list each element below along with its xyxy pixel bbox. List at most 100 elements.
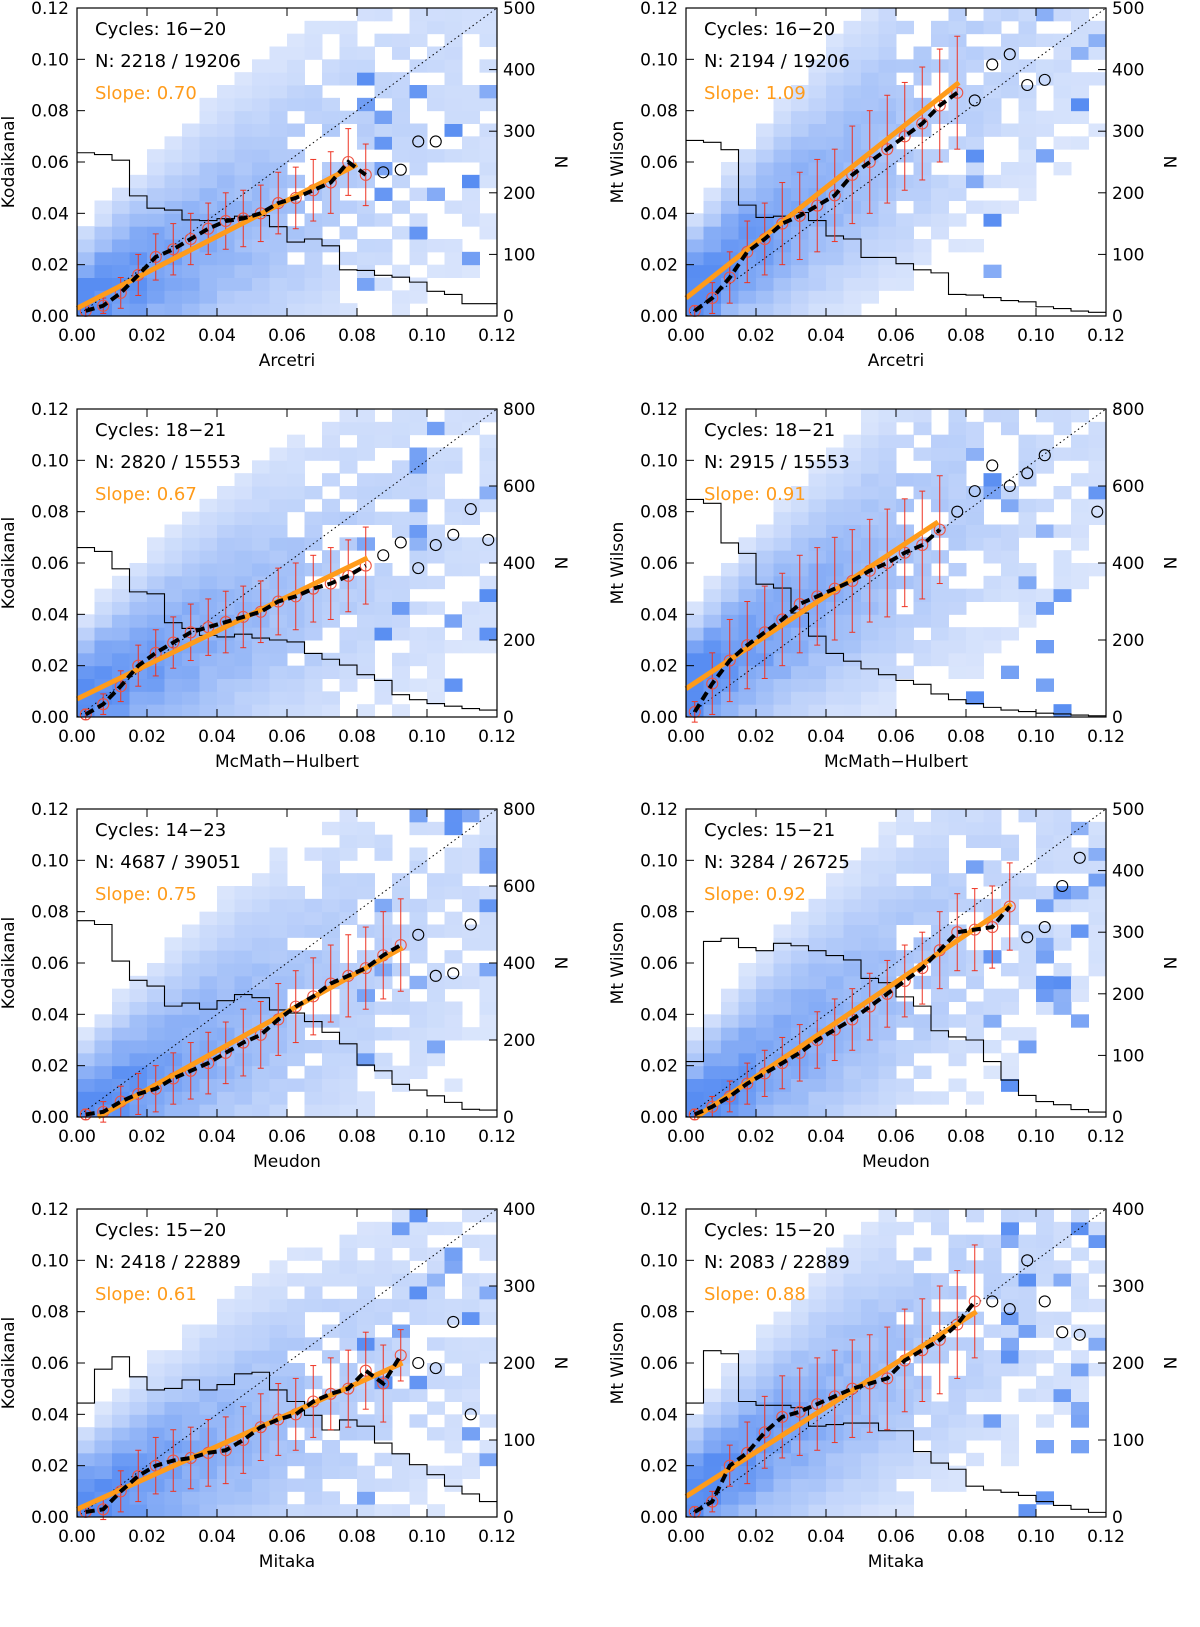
heatmap-cell (304, 1478, 323, 1492)
heatmap-cell (444, 678, 463, 692)
heatmap-cell (1088, 123, 1106, 137)
heatmap-cell (966, 834, 984, 848)
heatmap-cell (427, 691, 445, 705)
binned-mean-marker (97, 1503, 110, 1516)
heatmap-cell (1053, 988, 1072, 1002)
heatmap-cell (966, 85, 984, 99)
heatmap-cell (878, 821, 897, 836)
heatmap-cell (931, 640, 949, 654)
heatmap-cell (199, 1324, 218, 1338)
heatmap-cell (738, 588, 757, 602)
heatmap-cell (217, 290, 235, 304)
heatmap-cell (217, 123, 235, 137)
heatmap-cell (1071, 136, 1089, 150)
heatmap-cell (164, 988, 183, 1002)
y-tick-label: 0.04 (640, 1405, 678, 1425)
heatmap-cell (843, 691, 862, 705)
heatmap-cell (948, 1465, 967, 1479)
heatmap-cell (983, 1234, 1002, 1248)
heatmap-cell (791, 963, 809, 977)
heatmap-cell (269, 97, 288, 112)
heatmap-cell (843, 1465, 862, 1479)
heatmap-cell (199, 149, 218, 163)
heatmap-cell (164, 1001, 183, 1015)
heatmap-cell (756, 550, 774, 564)
heatmap-cell (427, 575, 445, 590)
heatmap-cell (861, 1491, 879, 1505)
heatmap-cell (374, 239, 393, 253)
heatmap-cell (304, 524, 323, 538)
heatmap-cell (199, 1491, 218, 1505)
heatmap-cell (686, 1027, 704, 1041)
heatmap-cell (392, 1388, 410, 1402)
heatmap-cell (1053, 486, 1072, 500)
heatmap-cell (861, 1452, 879, 1467)
heatmap-cell (983, 1388, 1002, 1402)
heatmap-cell (339, 1324, 358, 1338)
heatmap-cell (966, 1363, 984, 1377)
heatmap-cell (462, 149, 480, 163)
one-to-one-line (685, 408, 1107, 718)
heatmap-cell (392, 665, 410, 679)
x-tick-label: 0.08 (947, 727, 985, 747)
heatmap-cell (686, 1465, 704, 1479)
heatmap-cell (129, 174, 148, 189)
heatmap-cell (234, 1491, 253, 1505)
heatmap-cell (147, 588, 165, 602)
y-tick-label: 0.00 (31, 708, 69, 728)
heatmap-cell (357, 1260, 375, 1274)
heatmap-cell (392, 988, 410, 1002)
y2-tick-label: 0 (1112, 1108, 1123, 1128)
heatmap-cell (826, 691, 844, 705)
heatmap-cell (966, 1234, 984, 1248)
x-tick-label: 0.06 (877, 1527, 915, 1547)
heatmap-cell (234, 264, 253, 278)
heatmap-cell (427, 1427, 445, 1441)
heatmap-cell (756, 988, 774, 1002)
heatmap-cell (269, 950, 288, 964)
heatmap-cell (773, 950, 792, 964)
heatmap-cell (217, 1324, 235, 1338)
heatmap-cell (374, 1504, 393, 1517)
x-tick-label: 0.04 (198, 727, 236, 747)
heatmap-cell (147, 187, 165, 201)
heatmap-cell (252, 239, 270, 253)
heatmap-cell (703, 200, 722, 214)
heatmap-cell (948, 460, 967, 474)
heatmap-cell (1071, 46, 1089, 60)
heatmap-cell (462, 409, 480, 423)
heatmap-cell (199, 511, 218, 525)
heatmap-cell (427, 264, 445, 278)
heatmap-cell (427, 988, 445, 1002)
heatmap-cell (357, 277, 375, 291)
heatmap-cell (1018, 1324, 1037, 1338)
heatmap-cell (913, 239, 932, 253)
heatmap-cell (913, 847, 932, 861)
heatmap-cell (983, 537, 1002, 551)
heatmap-cell (1088, 847, 1106, 861)
heatmap-cell (479, 498, 497, 513)
heatmap-cell (721, 1363, 739, 1377)
heatmap-cell (966, 627, 984, 641)
y-tick-label: 0.04 (640, 605, 678, 625)
heatmap-cell (234, 1324, 253, 1338)
heatmap-cell (322, 498, 340, 513)
heatmap-cell (773, 1001, 792, 1015)
heatmap-cell (1001, 988, 1019, 1002)
heatmap-cell (409, 1221, 428, 1236)
heatmap-cell (199, 575, 218, 590)
heatmap-cell (808, 1286, 827, 1300)
heatmap-cell (808, 1104, 827, 1117)
heatmap-cell (112, 226, 130, 240)
heatmap-cell (983, 1001, 1002, 1015)
heatmap-cell (686, 251, 704, 266)
y-tick-label: 0.10 (640, 50, 678, 70)
heatmap-cell (462, 1209, 480, 1223)
heatmap-cell (1018, 447, 1037, 461)
heatmap-cell (913, 640, 932, 654)
heatmap-cell (1071, 85, 1089, 99)
heatmap-cell (199, 691, 218, 705)
heatmap-cell (826, 264, 844, 278)
linear-fit-line (75, 555, 369, 702)
heatmap-cell (861, 46, 879, 60)
